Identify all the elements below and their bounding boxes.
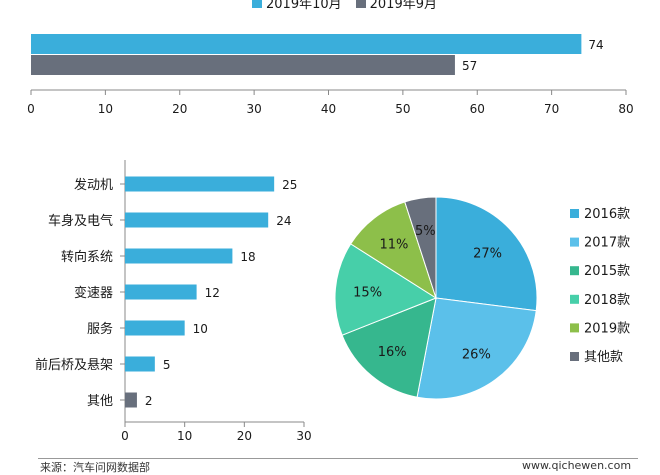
legend-swatch-oct — [252, 0, 262, 8]
top-x-tick-label: 20 — [172, 102, 187, 116]
category-bar-value: 12 — [205, 286, 220, 300]
category-bar — [125, 356, 155, 372]
pie-slice — [350, 201, 437, 300]
top-x-tick-label: 60 — [470, 102, 485, 116]
category-label: 其他 — [87, 394, 113, 409]
category-x-tick-label: 0 — [121, 429, 129, 443]
pie-slice — [334, 243, 438, 336]
category-bar-value: 5 — [163, 358, 171, 372]
category-bar — [125, 212, 269, 228]
top-bar-value-sep: 57 — [462, 59, 477, 73]
category-bar-value: 2 — [145, 394, 153, 408]
pie-legend-label: 2016款 — [584, 207, 630, 222]
top-x-tick-label: 30 — [246, 102, 261, 116]
category-label: 转向系统 — [61, 249, 113, 265]
footer-divider — [38, 458, 638, 459]
category-label: 变速器 — [74, 285, 113, 301]
category-x-tick-label: 30 — [296, 429, 311, 443]
monthly-comparison-bar-chart: 74 57 0 10 20 30 40 50 60 70 80 — [27, 34, 634, 116]
category-bar-value: 18 — [240, 250, 255, 264]
model-year-pie-chart: 27% 26% 16% 15% 11% 5% 2016款 2017款 2015款 2018款 201… — [334, 196, 630, 400]
top-legend: 2019年10月 2019年9月 — [252, 0, 437, 12]
category-bar-value: 24 — [276, 214, 291, 228]
top-x-tick-label: 80 — [618, 102, 633, 116]
pie-legend-label: 2018款 — [584, 293, 630, 308]
pie-slice-label: 5% — [415, 224, 436, 239]
pie-slice-label: 27% — [473, 247, 502, 262]
category-label: 发动机 — [74, 177, 113, 193]
source-note: 来源：汽车问网数据部 — [40, 461, 150, 474]
category-bar — [125, 284, 197, 300]
site-url: www.qichewen.com — [522, 459, 632, 472]
pie-legend-swatch — [570, 323, 579, 333]
top-x-tick-label: 70 — [544, 102, 559, 116]
pie-slice-label: 15% — [353, 286, 382, 301]
pie-legend-swatch — [570, 237, 579, 247]
top-x-tick-label: 50 — [395, 102, 410, 116]
pie-legend-label: 其他款 — [584, 350, 623, 365]
pie-slice-label: 16% — [378, 345, 407, 360]
top-bar-sep — [31, 55, 455, 75]
category-bar-value: 10 — [193, 322, 208, 336]
pie-legend-label: 2019款 — [584, 321, 630, 336]
category-bar — [125, 320, 185, 336]
category-bar — [125, 248, 233, 264]
pie-legend-swatch — [570, 209, 579, 218]
top-bar-value-oct: 74 — [588, 38, 603, 52]
pie-slice — [435, 196, 538, 312]
category-bar — [125, 392, 137, 408]
legend-swatch-sep — [355, 0, 366, 8]
category-bar-value: 25 — [282, 178, 297, 192]
category-x-tick-label: 20 — [237, 429, 252, 443]
pie-slice-label: 11% — [379, 238, 408, 253]
pie-legend-label: 2015款 — [584, 264, 630, 279]
pie-legend-swatch — [570, 294, 579, 304]
pie-legend-swatch — [570, 266, 579, 276]
top-x-tick-label: 40 — [321, 102, 336, 116]
category-label: 服务 — [87, 321, 113, 337]
pie-legend-swatch — [570, 352, 579, 361]
category-bar — [125, 176, 275, 192]
pie-slice-label: 26% — [462, 348, 491, 363]
top-bar-oct — [31, 34, 582, 54]
pie-legend-label: 2017款 — [584, 236, 630, 251]
pie-slice — [341, 297, 437, 398]
legend-label-sep: 2019年9月 — [369, 0, 437, 12]
legend-label-oct: 2019年10月 — [266, 0, 342, 12]
top-x-tick-label: 0 — [27, 102, 35, 116]
top-x-tick-label: 10 — [98, 102, 113, 116]
pie-slice — [416, 297, 537, 400]
category-x-tick-label: 10 — [177, 429, 192, 443]
category-label: 车身及电气 — [48, 213, 113, 229]
pie-slice — [404, 196, 437, 299]
category-label: 前后桥及悬架 — [35, 357, 113, 373]
